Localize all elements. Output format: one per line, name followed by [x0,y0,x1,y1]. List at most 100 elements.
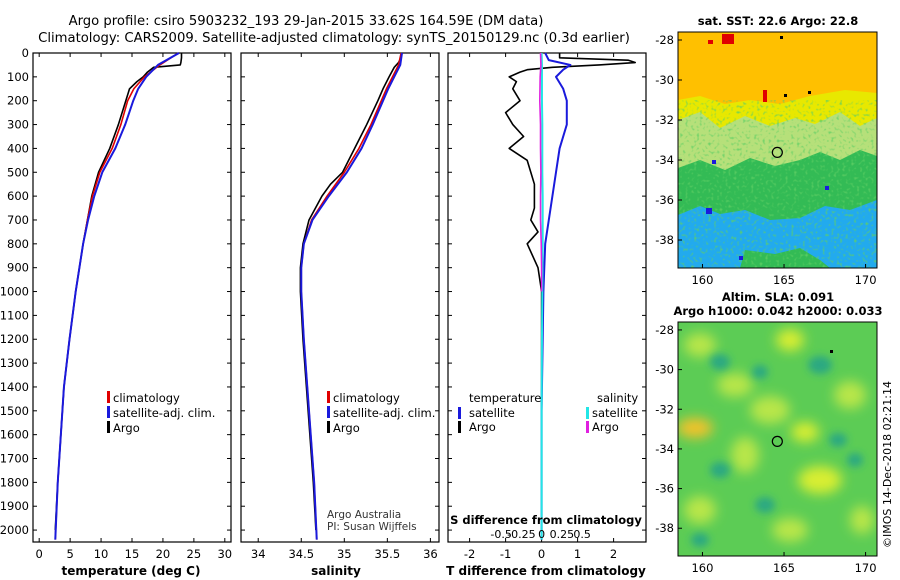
lon-tick-label: 160 [691,273,713,287]
legend-swatch-climatology [107,391,110,403]
depth-tick-label: 900 [7,261,29,275]
depth-tick-label: 1900 [0,499,29,513]
lat-tick-label: -36 [655,482,674,496]
series-line-salinity-satellite [540,52,544,540]
sla-map-subtitle: Argo h1000: 0.042 h2000: 0.033 [673,304,882,318]
series-line-climatology [300,52,402,540]
difference-panel: -2 -1 0 1 2 T difference from climatology S … [446,52,647,578]
s-tick-label: 0.5 [573,528,591,541]
credit-pi: PI: Susan Wijffels [327,521,417,533]
argo-location-marker [771,146,783,158]
x-tick-label: 5 [66,547,73,561]
legend-swatch-temp-argo [458,421,461,433]
x-tick-label: 35 [337,547,352,561]
x-tick-label: 0 [538,547,545,561]
temperature-axes-frame [32,52,232,543]
lon-tick-label: 170 [855,561,877,575]
salinity-legend: climatology satellite-adj. clim. Argo [327,391,435,435]
legend-swatch-temp-satellite [458,407,461,419]
legend-swatch-satellite [327,406,330,418]
depth-tick-label: 0 [22,46,29,60]
sla-map-panel: Altim. SLA: 0.091 Argo h1000: 0.042 h200… [655,290,882,575]
copyright-stamp: ©IMOS 14-Dec-2018 02:21:14 [881,381,894,548]
legend-label-sal-argo: Argo [592,420,619,434]
depth-tick-label: 700 [7,213,29,227]
temperature-panel: 0100200300400500600700800900100011001200… [0,46,646,578]
depth-tick-label: 1600 [0,428,29,442]
depth-tick-label: 1200 [0,332,29,346]
x-tick-label: 2 [610,547,617,561]
depth-tick-label: 800 [7,237,29,251]
argo-location-marker [771,435,783,447]
depth-tick-label: 300 [7,118,29,132]
series-line-climatology [54,52,179,540]
sst-map-axes: 160 165 170 -28 -30 -32 -34 -36 -38 [655,33,876,287]
header-title-line2: Climatology: CARS2009. Satellite-adjuste… [38,31,630,46]
x-tick-label: 15 [125,547,140,561]
depth-tick-label: 1500 [0,404,29,418]
salinity-series [299,52,403,540]
difference-xlabel: T difference from climatology [446,564,646,578]
x-tick-label: 36 [423,547,438,561]
depth-tick-label: 600 [7,189,29,203]
legend-title-temperature: temperature [469,391,541,405]
credit-org: Argo Australia [327,509,401,521]
lat-tick-label: -32 [655,402,674,416]
lat-tick-label: -38 [655,233,674,247]
lat-tick-label: -30 [655,73,674,87]
x-tick-label: 30 [217,547,232,561]
sst-map-frame [677,31,878,269]
x-tick-label: 0 [36,547,43,561]
depth-tick-label: 1100 [0,308,29,322]
depth-tick-label: 1000 [0,285,29,299]
legend-swatch-sal-argo [586,421,589,433]
difference-series [504,52,637,540]
lon-tick-label: 165 [773,273,795,287]
difference-axes-frame [447,52,647,543]
depth-tick-label: 100 [7,70,29,84]
series-line-argo [299,52,403,531]
x-tick-label: 34.5 [288,547,314,561]
sla-map-axes: 160 165 170 -28 -30 -32 -34 -36 -38 [655,323,876,575]
depth-tick-label: 500 [7,165,29,179]
header-title-line1: Argo profile: csiro 5903232_193 29-Jan-2… [69,14,544,29]
difference-legend: temperature salinity satellite Argo sate… [458,391,638,434]
temperature-series [54,52,183,540]
temperature-x-axis: 0 5 10 15 20 25 30 [36,53,232,561]
legend-label-climatology: climatology [113,391,180,405]
sst-map-title: sat. SST: 22.6 Argo: 22.8 [698,14,858,28]
difference-x-axis: -2 -1 0 1 2 [464,53,617,561]
depth-tick-label: 2000 [0,523,29,537]
x-tick-label: 34 [251,547,266,561]
legend-label-temp-argo: Argo [469,420,496,434]
legend-label-argo: Argo [113,421,140,435]
lat-tick-label: -34 [655,442,674,456]
s-tick-label: 0 [538,528,545,541]
x-tick-label: -2 [464,547,475,561]
legend-swatch-argo [107,421,110,433]
sla-map-title: Altim. SLA: 0.091 [722,290,834,304]
lat-tick-label: -28 [655,33,674,47]
series-line-salinity-argo [538,52,543,292]
legend-swatch-climatology [327,391,330,403]
sla-map-image [678,322,877,556]
lat-tick-label: -28 [655,323,674,337]
legend-title-salinity: salinity [597,391,638,405]
lat-tick-label: -34 [655,153,674,167]
legend-swatch-sal-satellite [586,407,589,419]
salinity-axes-frame [240,52,440,543]
legend-label-climatology: climatology [333,391,400,405]
s-tick-label: -0.25 [507,528,535,541]
legend-swatch-satellite [107,406,110,418]
salinity-xlabel: salinity [311,564,361,578]
sst-map-panel: sat. SST: 22.6 Argo: 22.8 160 165 170 -28 -3… [655,14,878,287]
depth-tick-label: 1300 [0,356,29,370]
series-line-temperature-argo [504,53,637,531]
lon-tick-label: 170 [855,273,877,287]
sla-map-frame [677,321,878,557]
series-line-temperature-satellite [540,52,572,540]
depth-tick-label: 400 [7,141,29,155]
legend-label-argo: Argo [333,421,360,435]
depth-tick-label: 1400 [0,380,29,394]
